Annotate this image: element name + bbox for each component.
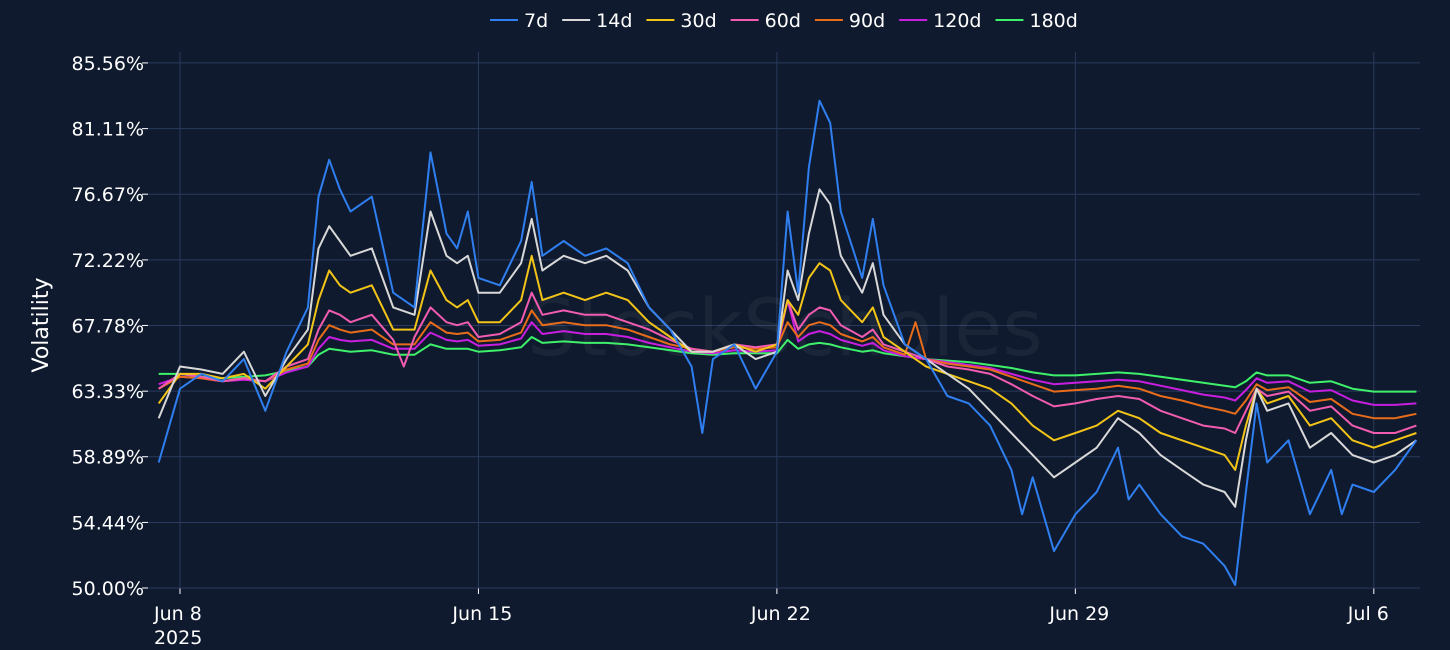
y-tick-label: 72.22% [72, 250, 144, 272]
legend-label-90d: 90d [849, 10, 885, 32]
x-tick-label: Jun 15 [451, 603, 512, 625]
y-tick-label: 76.67% [72, 184, 144, 206]
series-line-90d [158, 309, 1417, 420]
y-tick-label: 50.00% [72, 578, 144, 600]
x-tick-label: Jun 29 [1048, 603, 1109, 625]
legend-label-120d: 120d [933, 10, 981, 32]
horizontal-gridlines [142, 62, 1420, 589]
y-tick-label: 81.11% [72, 119, 144, 141]
series-line-180d [158, 336, 1417, 393]
y-tick-label: 67.78% [72, 315, 144, 337]
legend-label-30d: 30d [680, 10, 716, 32]
y-tick-label: 63.33% [72, 381, 144, 403]
legend-label-7d: 7d [524, 10, 548, 32]
x-tick-sublabel: 2025 [154, 627, 202, 649]
y-axis-title: Volatility [29, 277, 54, 372]
y-tick-label: 85.56% [72, 53, 144, 75]
series-line-14d [157, 188, 1417, 508]
y-tick-label: 54.44% [72, 512, 144, 534]
y-axis-tick-labels: 50.00% 54.44% 58.89% 63.33% 67.78% 72.22% 76.6… [72, 53, 144, 600]
x-tick-label: Jul 6 [1347, 603, 1389, 625]
series-lines [157, 99, 1418, 586]
legend: 7d 14d 30d 60d 90d 120d 180d [490, 10, 1078, 32]
x-tick-label: Jun 22 [750, 603, 811, 625]
legend-label-60d: 60d [765, 10, 801, 32]
series-line-30d [157, 254, 1417, 471]
legend-label-180d: 180d [1029, 10, 1077, 32]
x-tick-label: Jun 8 [153, 603, 202, 625]
series-line-7d [157, 99, 1418, 586]
y-tick-label: 58.89% [72, 447, 144, 469]
legend-label-14d: 14d [596, 10, 632, 32]
